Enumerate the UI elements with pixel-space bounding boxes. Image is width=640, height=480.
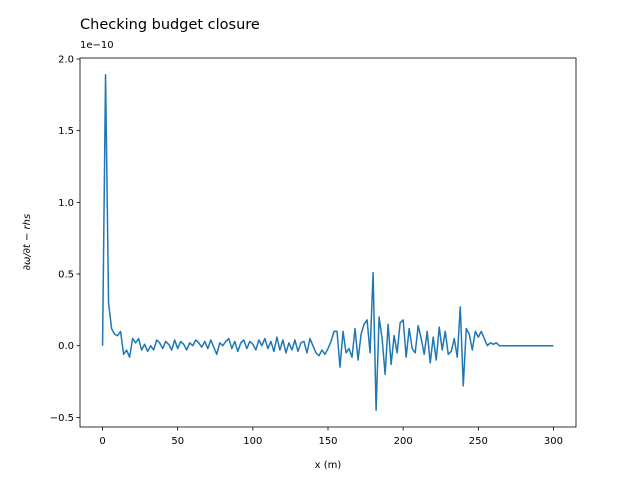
y-tick-label: 2.0 <box>58 55 74 66</box>
x-tick-label: 150 <box>318 436 337 447</box>
x-tick-label: 50 <box>171 436 184 447</box>
plot-frame <box>79 57 577 428</box>
y-tick-label: 0.0 <box>58 341 74 352</box>
x-tick-label: 300 <box>544 436 563 447</box>
x-tick-label: 250 <box>469 436 488 447</box>
x-tick-label: 100 <box>243 436 262 447</box>
x-tick-label: 0 <box>99 436 105 447</box>
y-tick-label: 1.0 <box>58 198 74 209</box>
y-tick-label: 0.5 <box>58 270 74 281</box>
y-tick-label: −0.5 <box>50 413 74 424</box>
x-tick-label: 200 <box>394 436 413 447</box>
chart-title: Checking budget closure <box>80 17 260 33</box>
x-axis-label: x (m) <box>315 460 342 471</box>
offset-label: 1e−10 <box>80 40 114 51</box>
data-line <box>101 74 554 411</box>
y-tick-label: 1.5 <box>58 126 74 137</box>
y-axis-label: ∂ω/∂t − rhs <box>22 214 33 270</box>
